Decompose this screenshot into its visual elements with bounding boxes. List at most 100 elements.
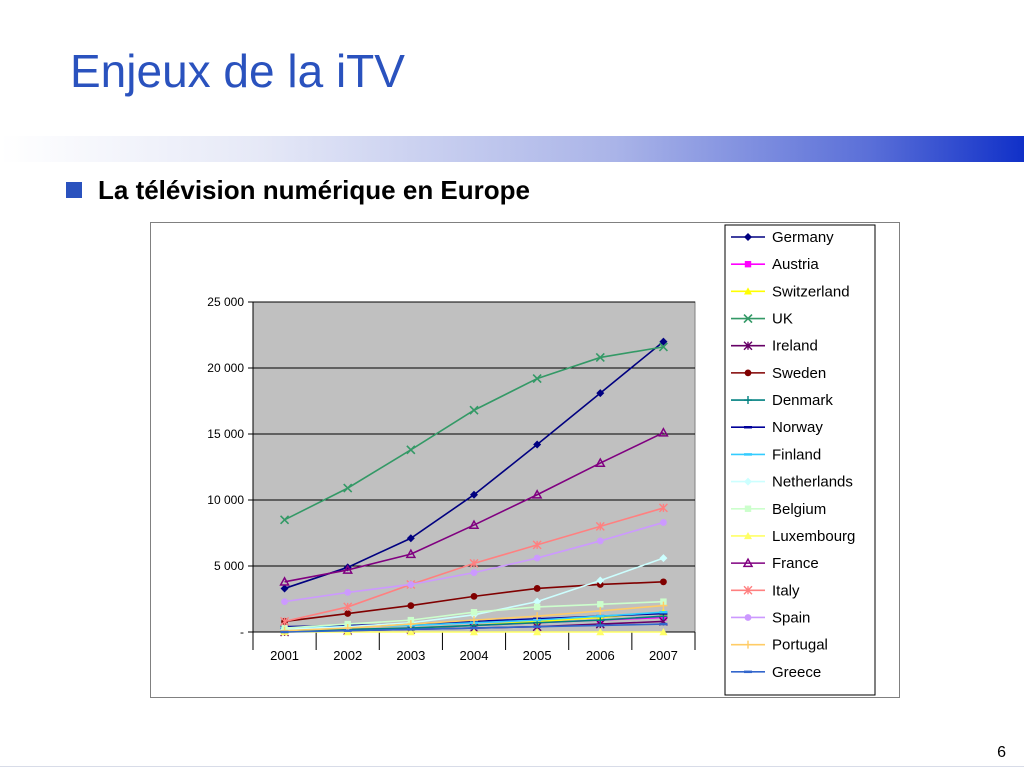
legend-marker	[744, 640, 752, 649]
chart-container: - 5 000 10 000 15 000 20 000 25 000 2001 2002 20…	[150, 222, 900, 698]
legend-item-ireland: Ireland	[731, 338, 818, 355]
data-point-italy	[343, 602, 353, 612]
legend-marker	[744, 505, 752, 512]
data-point-sweden	[660, 578, 667, 586]
data-point-spain	[596, 537, 604, 545]
legend-marker	[743, 585, 753, 595]
data-point-spain	[281, 598, 288, 606]
y-tick-label: 10 000	[207, 493, 244, 507]
data-point-italy	[532, 540, 542, 550]
y-tick-label: 15 000	[207, 427, 244, 441]
page-number: 6	[997, 744, 1006, 761]
x-tick-label: 2005	[523, 648, 552, 663]
slide-title: Enjeux de la iTV	[70, 45, 405, 97]
legend-marker	[743, 341, 753, 351]
data-point-spain	[344, 589, 352, 596]
legend-label: Norway	[772, 419, 823, 436]
data-point-sweden	[533, 585, 541, 592]
data-point-portugal	[533, 612, 542, 621]
legend-marker	[744, 477, 752, 486]
data-point-france	[595, 457, 606, 467]
data-point-uk	[658, 342, 668, 352]
legend-label: Austria	[772, 256, 819, 273]
data-point-portugal	[596, 606, 605, 615]
legend-label: Denmark	[772, 392, 833, 409]
data-point-portugal	[406, 620, 415, 629]
data-point-spain	[470, 569, 478, 576]
x-tick-label: 2001	[270, 648, 299, 663]
data-point-portugal	[470, 616, 478, 625]
data-point-luxembourg	[406, 628, 415, 636]
legend-label: Greece	[772, 664, 821, 681]
data-point-spain	[660, 519, 667, 526]
y-tick-label: -	[240, 625, 244, 639]
data-point-uk	[343, 483, 353, 493]
legend-label: Netherlands	[772, 474, 853, 491]
data-point-uk	[406, 445, 416, 455]
data-point-france	[658, 427, 669, 437]
data-point-germany	[659, 337, 668, 346]
legend-label: France	[772, 555, 819, 572]
bullet-row: La télévision numérique en Europe	[66, 172, 530, 208]
data-point-luxembourg	[533, 628, 542, 636]
bullet-square-icon	[66, 182, 82, 198]
data-point-portugal	[280, 626, 289, 635]
legend-label: UK	[772, 311, 793, 328]
series-portugal	[280, 601, 668, 635]
legend-item-italy: Italy	[731, 582, 800, 599]
legend-marker	[744, 260, 752, 268]
x-tick-label: 2004	[460, 648, 489, 663]
legend-label: Italy	[772, 582, 800, 599]
data-point-uk	[280, 515, 290, 525]
legend-label: Sweden	[772, 365, 826, 382]
series-france	[279, 427, 669, 586]
legend-item-switzerland: Switzerland	[731, 283, 850, 300]
series-line-france	[284, 431, 664, 583]
legend-label: Spain	[772, 609, 810, 626]
series-greece	[280, 622, 668, 634]
legend-label: Belgium	[772, 501, 826, 518]
data-point-france	[279, 576, 290, 586]
legend-marker	[744, 396, 752, 405]
data-point-germany	[533, 440, 542, 449]
data-point-germany	[470, 490, 478, 499]
data-point-sweden	[344, 610, 352, 617]
legend-item-uk: UK	[731, 311, 793, 328]
title-gradient-band	[0, 136, 1024, 162]
legend-item-germany: Germany	[731, 229, 834, 246]
data-point-luxembourg	[470, 628, 478, 636]
data-point-luxembourg	[596, 628, 605, 636]
data-point-italy	[658, 503, 668, 513]
legend-item-netherlands: Netherlands	[731, 474, 853, 491]
data-point-spain	[407, 581, 415, 588]
plot-area	[252, 301, 696, 633]
data-point-germany	[406, 534, 415, 543]
data-point-netherlands	[596, 576, 605, 585]
series-spain	[281, 519, 667, 606]
data-point-germany	[280, 584, 289, 593]
data-point-germany	[596, 389, 605, 398]
data-point-portugal	[659, 601, 668, 610]
legend-label: Germany	[772, 229, 834, 246]
data-point-sweden	[470, 592, 478, 600]
bottom-rule	[0, 766, 1024, 767]
y-tick-label: 20 000	[207, 361, 244, 375]
data-point-uk	[595, 352, 605, 363]
data-point-france	[468, 519, 480, 530]
legend-label: Luxembourg	[772, 528, 855, 545]
data-point-luxembourg	[659, 628, 668, 636]
legend-marker	[744, 531, 752, 540]
series-uk	[280, 342, 668, 525]
legend-item-finland: Finland	[731, 446, 821, 463]
legend-item-greece: Greece	[731, 664, 821, 681]
x-tick-label: 2002	[333, 648, 362, 663]
data-point-italy	[595, 521, 605, 531]
x-tick-label: 2003	[396, 648, 425, 663]
legend-label: Finland	[772, 446, 821, 463]
data-point-italy	[280, 616, 290, 626]
legend-item-france: France	[731, 555, 819, 572]
legend-marker	[744, 369, 752, 377]
legend-marker	[744, 287, 752, 295]
legend-item-belgium: Belgium	[731, 501, 826, 518]
data-point-belgium	[533, 603, 541, 611]
